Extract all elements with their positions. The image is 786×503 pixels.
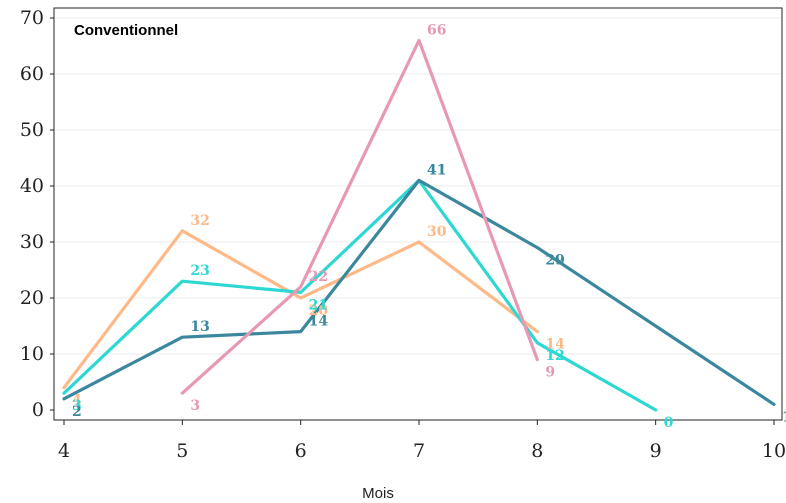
x-tick-label: 8 (531, 440, 543, 462)
data-label: 66 (427, 22, 446, 38)
data-label: 3 (190, 398, 200, 414)
data-label: 9 (545, 365, 555, 381)
data-label: 13 (190, 319, 209, 335)
data-label: 12 (545, 348, 564, 364)
data-label: 29 (545, 253, 564, 269)
data-label: 14 (545, 337, 565, 353)
data-label: 2 (72, 404, 82, 420)
data-label: 0 (664, 415, 674, 431)
series-line-4 (180, 38, 539, 395)
data-label: 4 (72, 393, 82, 409)
data-label: 14 (309, 314, 329, 330)
series-line-1 (62, 229, 539, 390)
data-label: 30 (427, 224, 447, 240)
data-labels: 43220301432321411202131441291322669 (72, 22, 786, 431)
series-line-3 (62, 178, 776, 406)
y-tick-label: 70 (20, 7, 44, 29)
y-tick-label: 30 (20, 231, 44, 253)
x-axis-label: Mois (362, 485, 394, 502)
data-label: 22 (309, 269, 328, 285)
x-tick-label: 9 (650, 440, 662, 462)
y-tick-label: 20 (20, 287, 44, 309)
data-label: 20 (309, 303, 329, 319)
x-tick-label: 6 (295, 440, 307, 462)
x-tick-label: 10 (762, 440, 786, 462)
grid-lines (55, 17, 781, 355)
chart-annotation: Conventionnel (74, 22, 178, 39)
data-label: 1 (782, 409, 786, 425)
y-tick-label: 10 (20, 343, 44, 365)
data-label: 21 (309, 297, 328, 313)
y-tick-label: 50 (20, 119, 44, 141)
x-tick-label: 7 (413, 440, 425, 462)
series-lines (62, 38, 776, 412)
x-tick-label: 4 (58, 440, 70, 462)
y-tick-label: 0 (32, 399, 44, 421)
y-tick-label: 40 (20, 175, 44, 197)
data-label: 3 (72, 398, 82, 414)
y-tick-label: 60 (20, 63, 44, 85)
x-tick-label: 5 (176, 440, 188, 462)
data-label: 41 (427, 162, 446, 178)
data-label: 32 (190, 213, 209, 229)
plot-frame (53, 7, 783, 421)
data-label: 23 (190, 263, 209, 279)
data-label: 41 (427, 162, 446, 178)
series-line-2 (62, 178, 658, 412)
